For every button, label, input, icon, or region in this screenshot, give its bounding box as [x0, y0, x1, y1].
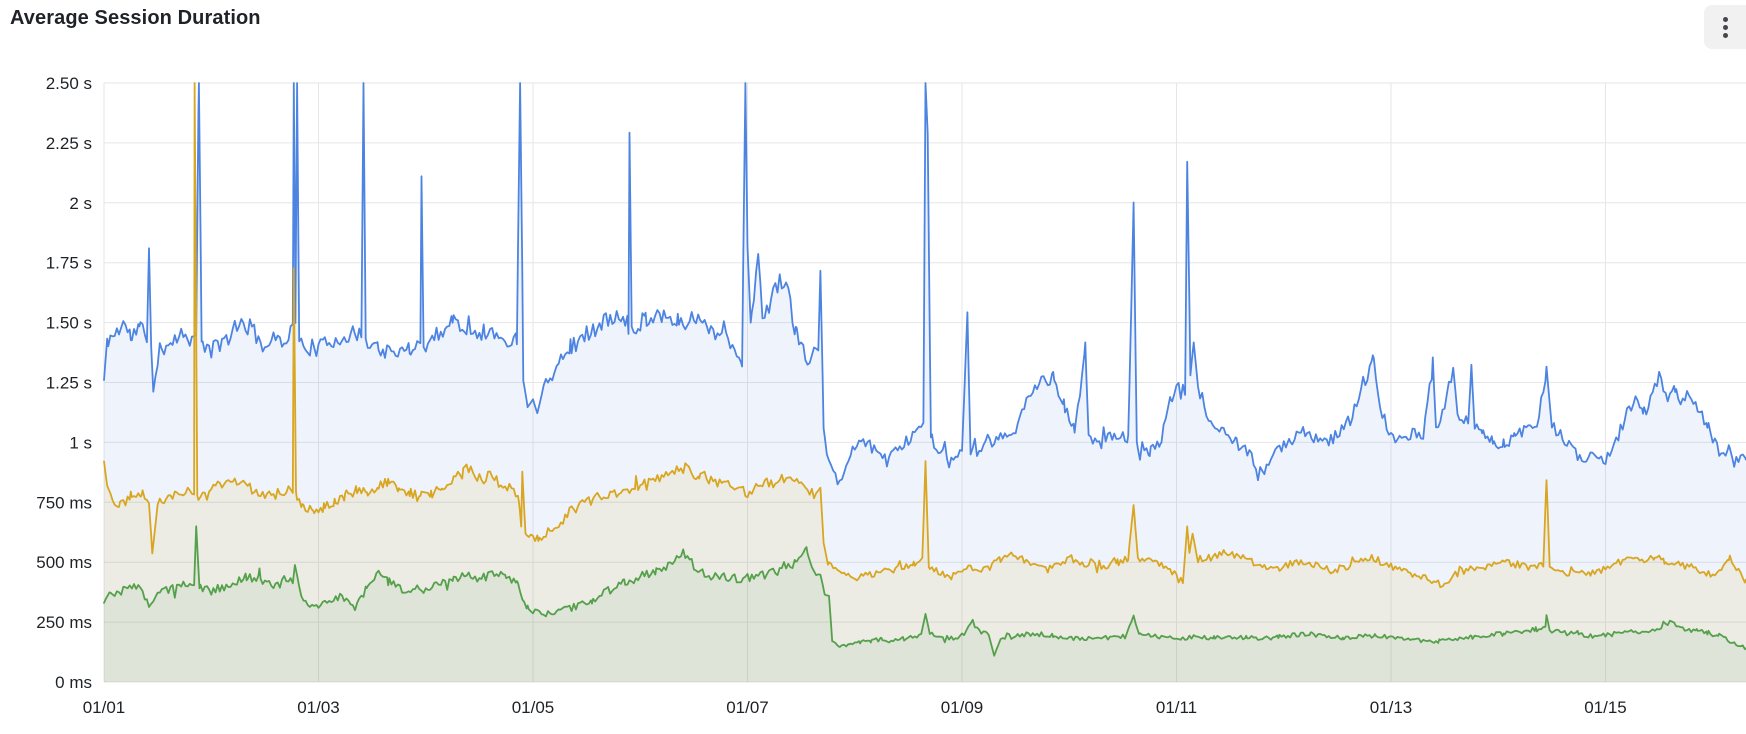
panel-header: Average Session Duration: [0, 0, 1746, 52]
x-tick-label: 01/13: [1370, 698, 1413, 717]
y-tick-label: 1 s: [69, 433, 92, 452]
series-area-green: [104, 526, 1746, 682]
y-tick-label: 1.50 s: [46, 314, 92, 333]
kebab-menu-icon: [1722, 16, 1728, 38]
series-area-blue: [104, 83, 1746, 682]
x-tick-label: 01/05: [512, 698, 555, 717]
y-tick-label: 750 ms: [36, 493, 92, 512]
x-tick-label: 01/07: [726, 698, 769, 717]
series-line-yellow: [103, 82, 1746, 589]
y-axis-labels: 0 ms 250 ms 500 ms 750 ms 1 s 1.25 s 1.50 s 1.7…: [36, 74, 92, 692]
y-tick-label: 2 s: [69, 194, 92, 213]
y-tick-label: 2.50 s: [46, 74, 92, 93]
series-line-blue: [103, 82, 1746, 486]
x-tick-label: 01/03: [297, 698, 340, 717]
y-tick-label: 1.75 s: [46, 254, 92, 273]
y-tick-label: 250 ms: [36, 613, 92, 632]
x-tick-label: 01/09: [941, 698, 984, 717]
series-lines: [103, 82, 1746, 657]
y-tick-label: 0 ms: [55, 673, 92, 692]
panel-title: Average Session Duration: [10, 7, 261, 29]
series-fills: [104, 83, 1746, 682]
series-area-yellow: [104, 83, 1746, 682]
series-line-green: [103, 525, 1746, 657]
x-axis-labels: 01/01 01/03 01/05 01/07 01/09 01/11 01/13 01/15: [83, 698, 1627, 717]
y-tick-label: 2.25 s: [46, 134, 92, 153]
y-tick-label: 500 ms: [36, 553, 92, 572]
x-tick-label: 01/15: [1584, 698, 1627, 717]
panel-menu-button[interactable]: [1704, 5, 1746, 49]
grid-lines: [103, 82, 1746, 683]
x-tick-label: 01/01: [83, 698, 126, 717]
y-tick-label: 1.25 s: [46, 374, 92, 393]
x-tick-label: 01/11: [1156, 698, 1197, 717]
